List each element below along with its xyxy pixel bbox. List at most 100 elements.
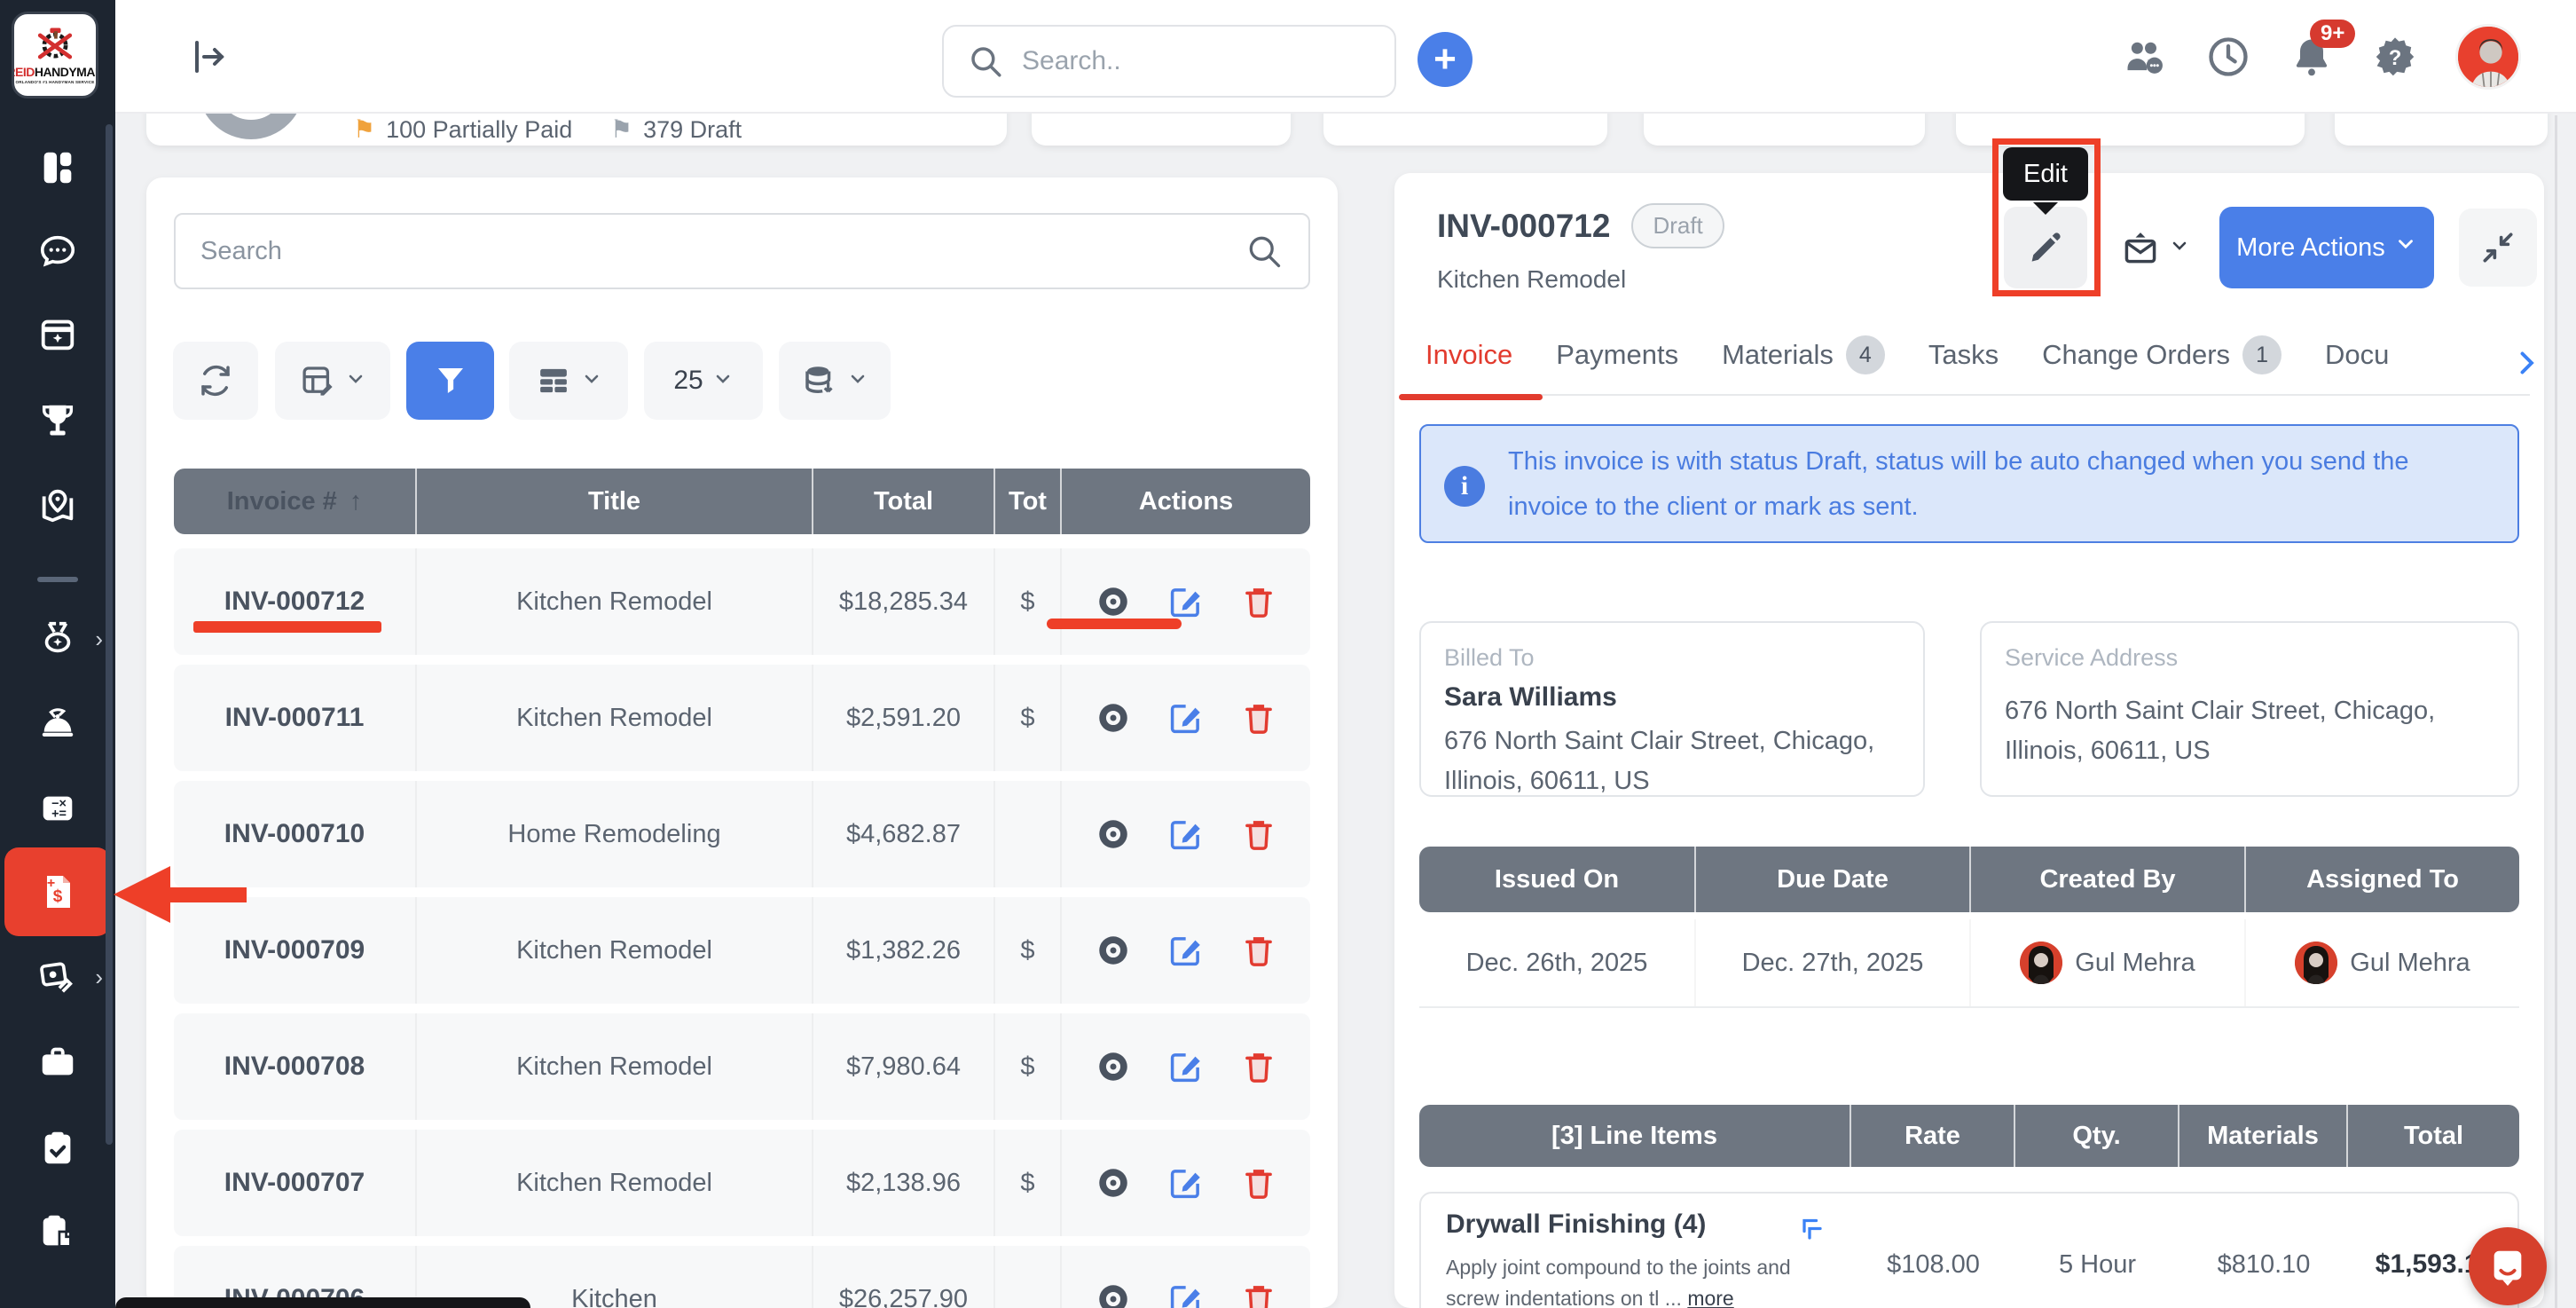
table-row[interactable]: INV-000707 Kitchen Remodel $2,138.96 $ [174,1130,1310,1236]
delete-icon[interactable] [1240,1280,1277,1308]
column-edit-button[interactable] [275,342,390,420]
table-view-button[interactable] [509,342,628,420]
view-icon[interactable] [1095,1164,1132,1202]
edit-icon[interactable] [1167,1164,1205,1202]
svg-text:+: + [47,876,55,891]
sidebar-item-invoices-active[interactable]: $+ [4,847,111,936]
user-avatar[interactable] [2455,24,2521,90]
sidebar-item-dashboard[interactable] [0,136,115,200]
line-item-row[interactable]: Drywall Finishing (4) Apply joint compou… [1419,1192,2519,1308]
total-cell: $2,591.20 [812,665,993,771]
indent-corner-icon[interactable] [1794,1211,1826,1243]
invoice-number-cell[interactable]: INV-000712 [174,548,415,655]
table-row[interactable]: INV-000708 Kitchen Remodel $7,980.64 $ [174,1013,1310,1120]
sidebar-item-services[interactable] [0,691,115,755]
sidebar-item-schedule[interactable] [0,302,115,366]
global-search[interactable] [942,25,1396,98]
sort-asc-icon[interactable]: ↑ [349,487,363,516]
table-row[interactable]: INV-000712 Kitchen Remodel $18,285.34 $ [174,548,1310,655]
chat-icon [37,231,78,272]
company-logo[interactable]: REIDHANDYMAN ORLANDO'S #1 HANDYMAN SERVI… [12,12,98,98]
title-cell: Kitchen Remodel [415,1130,812,1236]
refresh-button[interactable] [173,342,258,420]
global-search-input[interactable] [1022,46,1371,76]
table-row[interactable]: INV-000709 Kitchen Remodel $1,382.26 $ [174,897,1310,1004]
table-icon [535,362,572,399]
edit-icon[interactable] [1167,1048,1205,1085]
line-item-rate: $108.00 [1851,1194,2015,1308]
invoice-number-cell[interactable]: INV-000707 [174,1130,415,1236]
help-icon[interactable]: ? [2372,34,2418,80]
col-total[interactable]: Total [812,469,993,534]
sidebar-scrollbar[interactable] [106,124,113,1145]
view-icon[interactable] [1095,583,1132,620]
more-link[interactable]: more [1687,1287,1733,1308]
edit-icon[interactable] [1167,583,1205,620]
view-icon[interactable] [1095,816,1132,853]
invoice-search[interactable] [174,213,1310,289]
notifications-bell-icon[interactable]: 9+ [2289,34,2335,80]
page-size-select[interactable]: 25 [644,342,763,420]
invoice-number-cell[interactable]: INV-000711 [174,665,415,771]
send-email-button[interactable] [2101,207,2211,288]
created-by-value[interactable]: Gul Mehra [1969,919,2244,1006]
more-actions-button[interactable]: More Actions [2219,207,2434,288]
edit-icon[interactable] [1167,699,1205,737]
sidebar-item-work-orders[interactable] [0,1200,115,1264]
edit-icon[interactable] [1167,816,1205,853]
col-tot-truncated[interactable]: Tot [993,469,1060,534]
assigned-to-value[interactable]: Gul Mehra [2244,919,2519,1006]
page-scrollbar-track[interactable] [2555,115,2557,1308]
tab-invoice[interactable]: Invoice [1425,339,1512,371]
title-cell: Kitchen Remodel [415,665,812,771]
tabs-scroll-right-icon[interactable] [2510,347,2542,383]
sidebar-item-rewards[interactable]: › [0,607,115,671]
table-edit-icon [299,362,336,399]
filter-button[interactable] [406,342,494,420]
sidebar-item-map[interactable] [0,473,115,537]
table-row[interactable]: INV-000710 Home Remodeling $4,682.87 [174,781,1310,887]
sidebar-item-tasks[interactable] [0,1116,115,1180]
support-chat-button[interactable] [2469,1227,2547,1305]
view-icon[interactable] [1095,932,1132,969]
expand-sidebar-icon[interactable] [186,35,229,78]
quick-add-button[interactable]: + [1418,32,1473,87]
view-icon[interactable] [1095,1048,1132,1085]
calendar-icon [37,313,78,354]
dashboard-icon [37,147,78,188]
col-title[interactable]: Title [415,469,812,534]
edit-icon[interactable] [1167,932,1205,969]
tab-materials[interactable]: Materials4 [1722,335,1885,374]
edit-icon[interactable] [1167,1280,1205,1308]
table-row[interactable]: INV-000711 Kitchen Remodel $2,591.20 $ [174,665,1310,771]
team-chat-icon[interactable] [2122,34,2168,80]
invoice-search-input[interactable] [200,237,1245,266]
delete-icon[interactable] [1240,932,1277,969]
view-icon[interactable] [1095,699,1132,737]
sidebar-item-opportunities[interactable] [0,389,115,453]
delete-icon[interactable] [1240,1164,1277,1202]
tab-change-orders[interactable]: Change Orders1 [2042,335,2281,374]
search-icon [967,43,1004,80]
invoice-number-cell[interactable]: INV-000708 [174,1013,415,1120]
col-invoice[interactable]: Invoice #↑ [174,469,415,534]
delete-icon[interactable] [1240,699,1277,737]
collapse-panel-button[interactable] [2459,209,2537,287]
invoice-number-cell[interactable]: INV-000709 [174,897,415,1004]
sidebar-item-payments[interactable]: › [0,945,115,1009]
delete-icon[interactable] [1240,816,1277,853]
delete-icon[interactable] [1240,583,1277,620]
invoice-number-cell[interactable]: INV-000710 [174,781,415,887]
tab-payments[interactable]: Payments [1556,339,1678,371]
tab-tasks[interactable]: Tasks [1928,339,1999,371]
total-cell: $7,980.64 [812,1013,993,1120]
delete-icon[interactable] [1240,1048,1277,1085]
sidebar-item-estimates[interactable]: −×+= [0,776,115,840]
history-clock-icon[interactable] [2205,34,2251,80]
tab-documents-truncated[interactable]: Docu [2325,339,2389,371]
export-button[interactable] [779,342,891,420]
view-icon[interactable] [1095,1280,1132,1308]
sidebar-item-jobs[interactable] [0,1029,115,1093]
invoice-rows: INV-000712 Kitchen Remodel $18,285.34 $ … [174,548,1310,1308]
sidebar-item-messages[interactable] [0,219,115,283]
